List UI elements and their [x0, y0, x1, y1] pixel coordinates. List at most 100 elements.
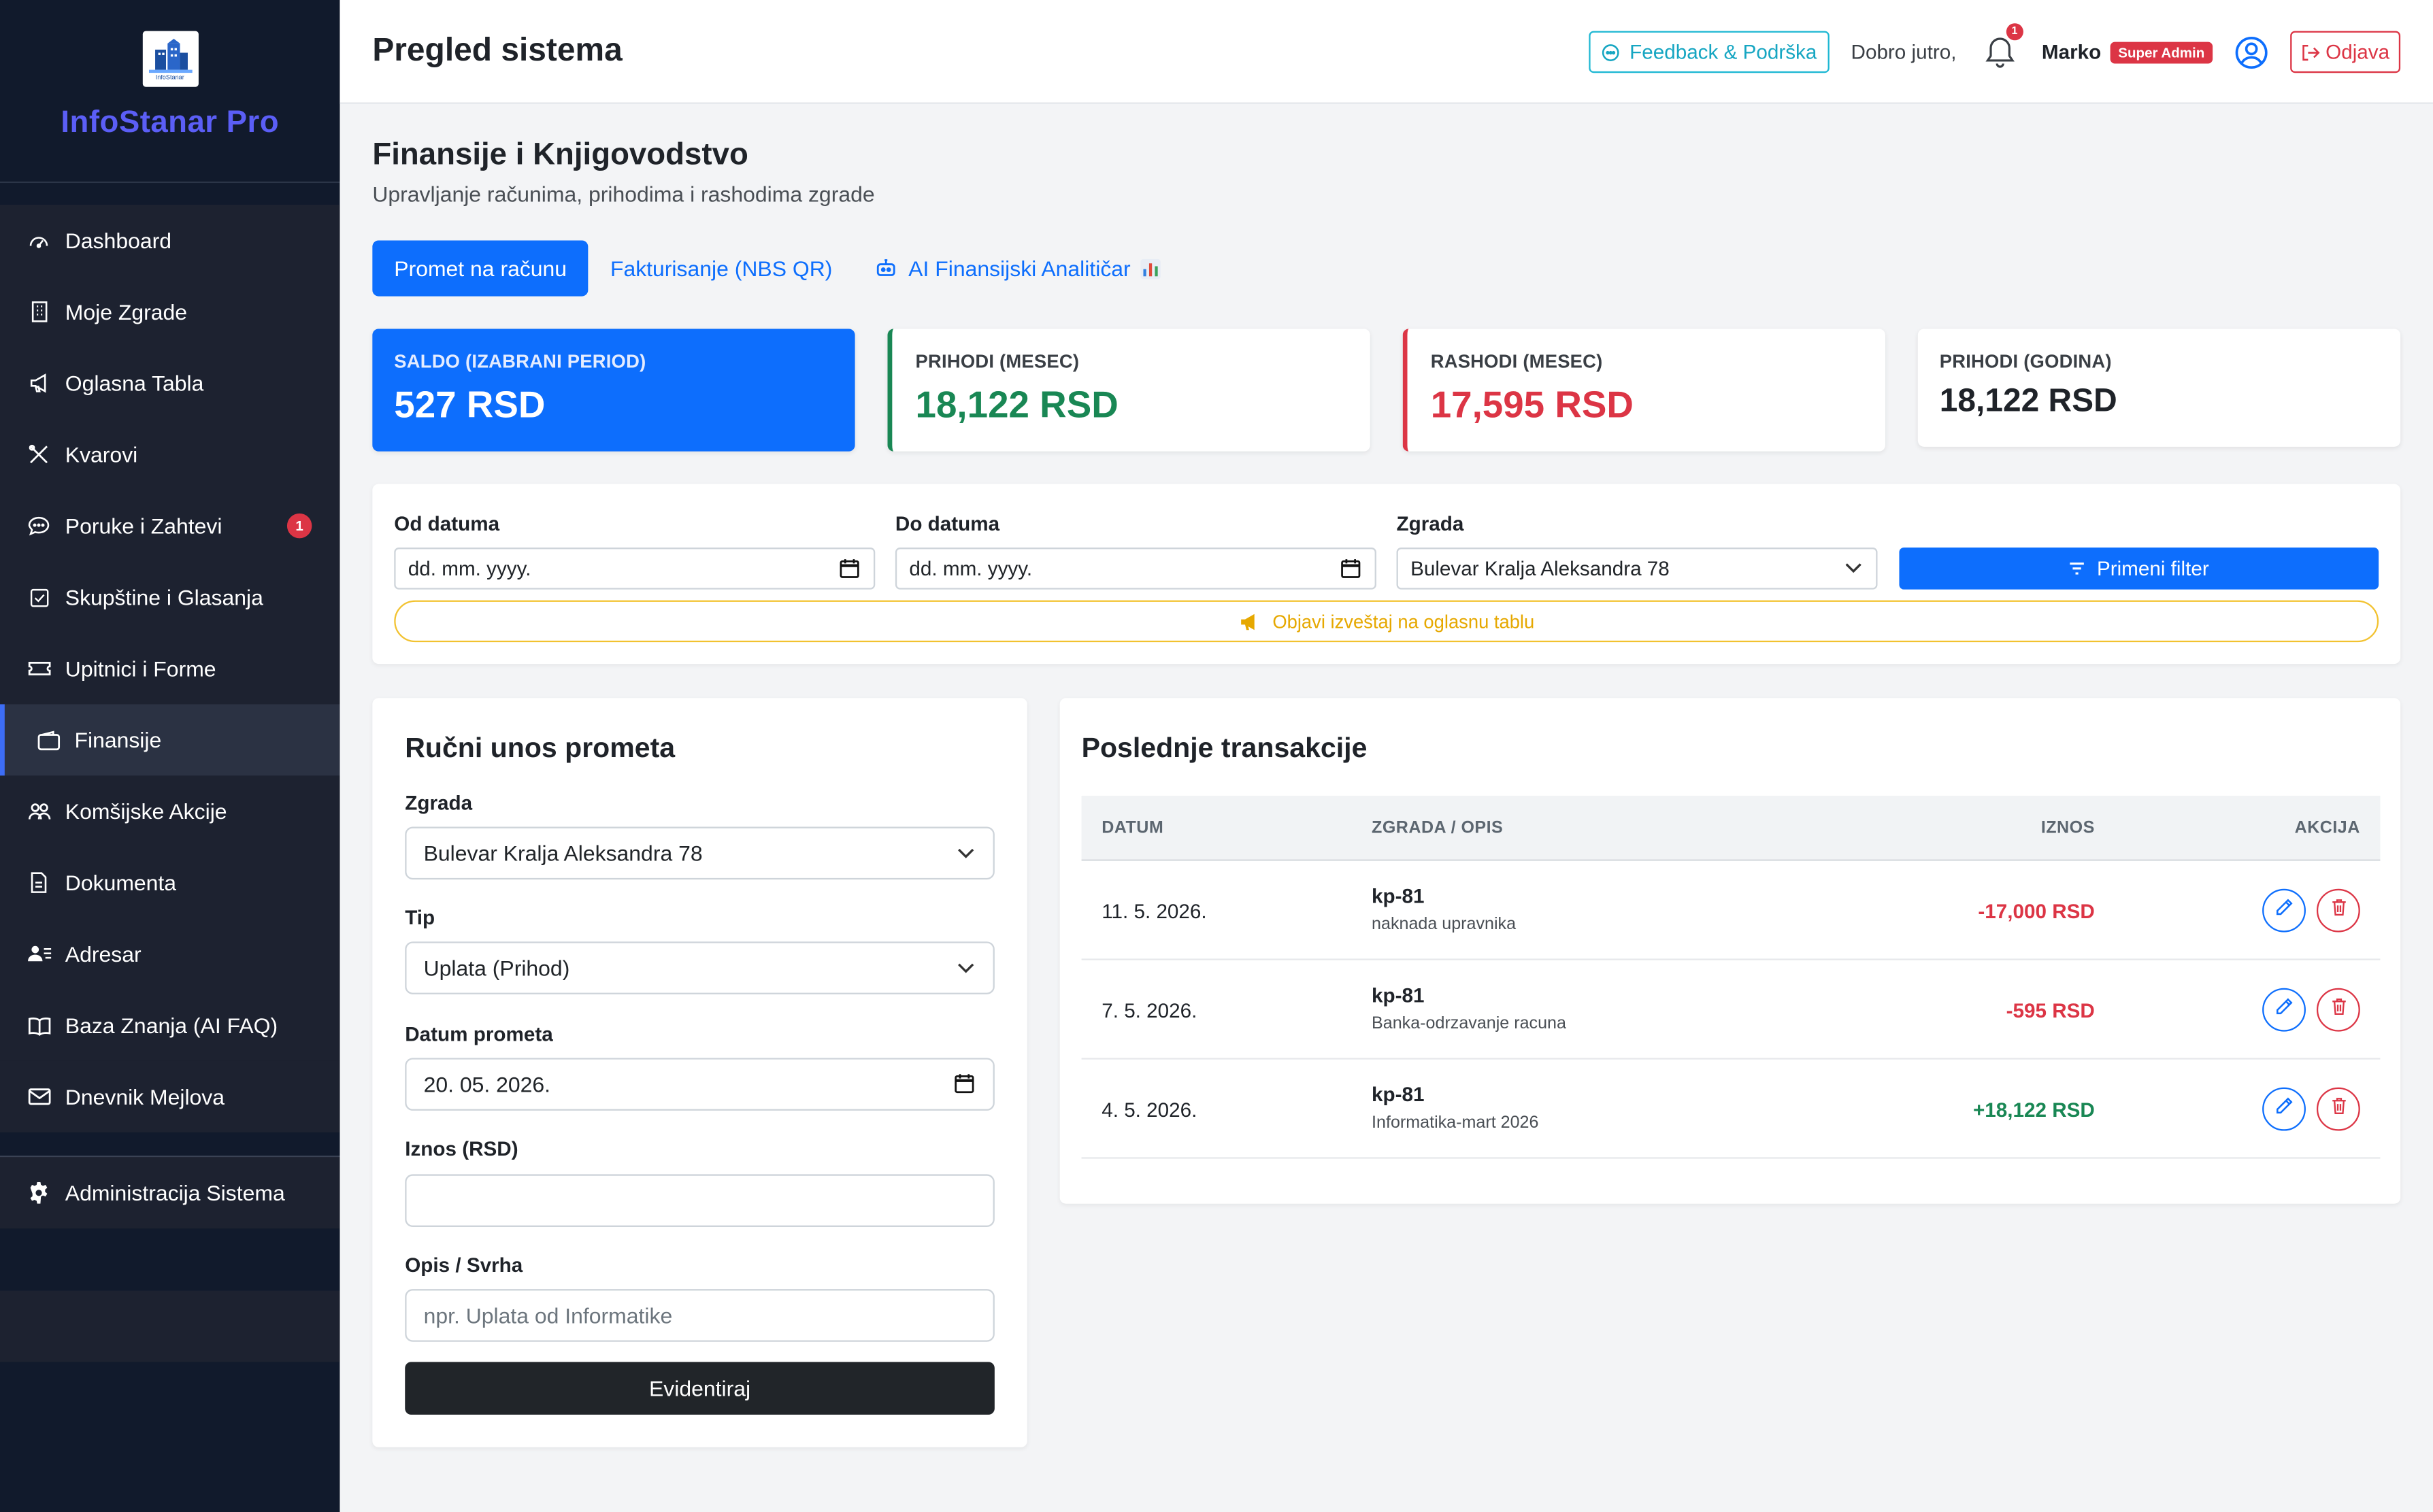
sidebar-item-buildings[interactable]: Moje Zgrade	[0, 276, 340, 348]
tx-date: 11. 5. 2026.	[1102, 899, 1207, 923]
sidebar-spacer	[0, 1228, 340, 1291]
file-icon	[27, 870, 51, 894]
notification-count-badge: 1	[2006, 22, 2023, 40]
brand-name[interactable]: InfoStanar Pro	[61, 105, 280, 140]
tab-account-turnover[interactable]: Promet na računu	[372, 240, 589, 297]
brand: InfoStanar InfoStanar Pro	[0, 0, 340, 184]
sidebar-item-messages[interactable]: Poruke i Zahtevi 1	[0, 490, 340, 562]
to-date-input[interactable]: dd. mm. yyyy.	[895, 548, 1376, 590]
page-title: Pregled sistema	[372, 32, 623, 69]
stat-value: 527 RSD	[394, 384, 546, 427]
finance-tabs: Promet na računu Fakturisanje (NBS QR) A…	[372, 240, 1182, 297]
user-profile-icon[interactable]	[2234, 35, 2268, 69]
filter-card: Od datuma dd. mm. yyyy. Do datuma dd. mm…	[372, 484, 2401, 665]
entry-type-value: Uplata (Prihod)	[423, 955, 570, 981]
sidebar-item-mail-log[interactable]: Dnevnik Mejlova	[0, 1060, 340, 1132]
sidebar-item-bulletin[interactable]: Oglasna Tabla	[0, 348, 340, 419]
sidebar-item-forms[interactable]: Upitnici i Forme	[0, 633, 340, 704]
from-date-value: dd. mm. yyyy.	[408, 556, 531, 580]
sidebar-item-label: Finansije	[74, 727, 162, 753]
tx-amount: -17,000 RSD	[1978, 899, 2095, 923]
logout-label: Odjava	[2326, 40, 2390, 64]
section-title: Finansije i Knjigovodstvo	[372, 137, 748, 173]
sidebar-empty-item	[0, 1290, 340, 1362]
building-filter-value: Bulevar Kralja Aleksandra 78	[1410, 556, 1670, 580]
table-row: 7. 5. 2026. kp-81 Banka-odrzavanje racun…	[1081, 960, 2381, 1060]
tab-ai-analyst[interactable]: AI Finansijski Analitičar	[854, 240, 1182, 296]
tab-invoicing[interactable]: Fakturisanje (NBS QR)	[610, 256, 833, 281]
sidebar-item-label: Poruke i Zahtevi	[65, 513, 222, 539]
tx-description: Informatika-mart 2026	[1372, 1113, 1539, 1132]
megaphone-icon	[27, 371, 51, 395]
entry-amount-label: Iznos (RSD)	[405, 1137, 518, 1160]
entry-building-label: Zgrada	[405, 791, 473, 815]
column-header-date: DATUM	[1102, 818, 1164, 837]
sidebar-item-neighbor-actions[interactable]: Komšijske Akcije	[0, 775, 340, 847]
logout-button[interactable]: Odjava	[2289, 31, 2401, 73]
sidebar-divider	[0, 1132, 340, 1158]
manual-entry-card: Ručni unos prometa Zgrada Bulevar Kralja…	[372, 698, 1027, 1447]
megaphone-icon	[1238, 612, 1260, 631]
tx-date: 4. 5. 2026.	[1102, 1098, 1197, 1122]
sidebar-item-finance[interactable]: Finansije	[0, 704, 340, 776]
sidebar-item-address-book[interactable]: Adresar	[0, 918, 340, 990]
chat-dots-icon	[1602, 43, 1620, 61]
transactions-card: Poslednje transakcije DATUM ZGRADA / OPI…	[1059, 698, 2401, 1204]
sidebar-item-label: Moje Zgrade	[65, 299, 188, 324]
entry-date-input[interactable]: 20. 05. 2026.	[405, 1058, 995, 1111]
delete-button[interactable]	[2316, 988, 2360, 1032]
sidebar-item-malfunctions[interactable]: Kvarovi	[0, 419, 340, 490]
calendar-icon[interactable]	[955, 1073, 975, 1094]
edit-button[interactable]	[2262, 1087, 2306, 1131]
sidebar-item-label: Dashboard	[65, 228, 172, 253]
calendar-icon[interactable]	[1340, 558, 1361, 579]
entry-building-select[interactable]: Bulevar Kralja Aleksandra 78	[405, 826, 995, 880]
delete-button[interactable]	[2316, 888, 2360, 933]
building-filter-select[interactable]: Bulevar Kralja Aleksandra 78	[1396, 548, 1878, 590]
transactions-table: DATUM ZGRADA / OPIS IZNOS AKCIJA 11. 5. …	[1081, 795, 2381, 1159]
entry-desc-input[interactable]: npr. Uplata od Informatike	[405, 1289, 995, 1342]
entry-type-select[interactable]: Uplata (Prihod)	[405, 941, 995, 994]
submit-entry-button[interactable]: Evidentiraj	[405, 1362, 995, 1415]
apply-filter-button[interactable]: Primeni filter	[1899, 548, 2379, 590]
tx-description: Banka-odrzavanje racuna	[1372, 1014, 1566, 1033]
sidebar-item-label: Adresar	[65, 941, 142, 967]
wallet-icon	[35, 728, 60, 752]
trash-icon	[2330, 896, 2347, 924]
stat-label: PRIHODI (MESEC)	[915, 350, 1080, 373]
from-date-label: Od datuma	[394, 511, 500, 535]
sidebar-item-dashboard[interactable]: Dashboard	[0, 205, 340, 276]
top-header: Pregled sistema Feedback & Podrška Dobro…	[340, 0, 2433, 104]
entry-amount-input[interactable]	[405, 1174, 995, 1227]
speedometer-icon	[27, 228, 51, 252]
delete-button[interactable]	[2316, 1087, 2360, 1131]
greeting-text: Dobro jutro,	[1851, 40, 1957, 64]
book-icon	[27, 1013, 51, 1037]
sidebar-nav-group: Dnevnik Mejlova	[0, 1060, 340, 1132]
logout-icon	[2301, 43, 2320, 61]
table-row: 4. 5. 2026. kp-81 Informatika-mart 2026 …	[1081, 1060, 2381, 1159]
sidebar-item-documents[interactable]: Dokumenta	[0, 847, 340, 918]
bell-icon	[1984, 37, 2015, 75]
edit-button[interactable]	[2262, 888, 2306, 933]
tx-amount: +18,122 RSD	[1972, 1098, 2095, 1122]
brand-logo[interactable]: InfoStanar	[142, 31, 198, 87]
edit-button[interactable]	[2262, 988, 2306, 1032]
tools-icon	[27, 442, 51, 467]
feedback-button[interactable]: Feedback & Podrška	[1589, 31, 1830, 73]
sidebar-item-assemblies[interactable]: Skupštine i Glasanja	[0, 562, 340, 633]
from-date-input[interactable]: dd. mm. yyyy.	[394, 548, 876, 590]
pencil-icon	[2274, 1095, 2293, 1123]
column-header-amount: IZNOS	[2040, 818, 2095, 837]
column-header-action: AKCIJA	[2294, 818, 2360, 837]
publish-report-button[interactable]: Objavi izveštaj na oglasnu tablu	[394, 600, 2379, 643]
calendar-icon[interactable]	[840, 558, 860, 579]
chevron-down-icon	[1845, 562, 1862, 574]
to-date-value: dd. mm. yyyy.	[909, 556, 1033, 580]
sidebar-item-knowledge-base[interactable]: Baza Znanja (AI FAQ)	[0, 990, 340, 1061]
notifications-button[interactable]: 1	[1984, 22, 2023, 69]
pencil-icon	[2274, 896, 2293, 924]
tx-date: 7. 5. 2026.	[1102, 998, 1197, 1022]
person-lines-icon	[27, 941, 51, 966]
sidebar-item-admin[interactable]: Administracija Sistema	[0, 1157, 340, 1229]
